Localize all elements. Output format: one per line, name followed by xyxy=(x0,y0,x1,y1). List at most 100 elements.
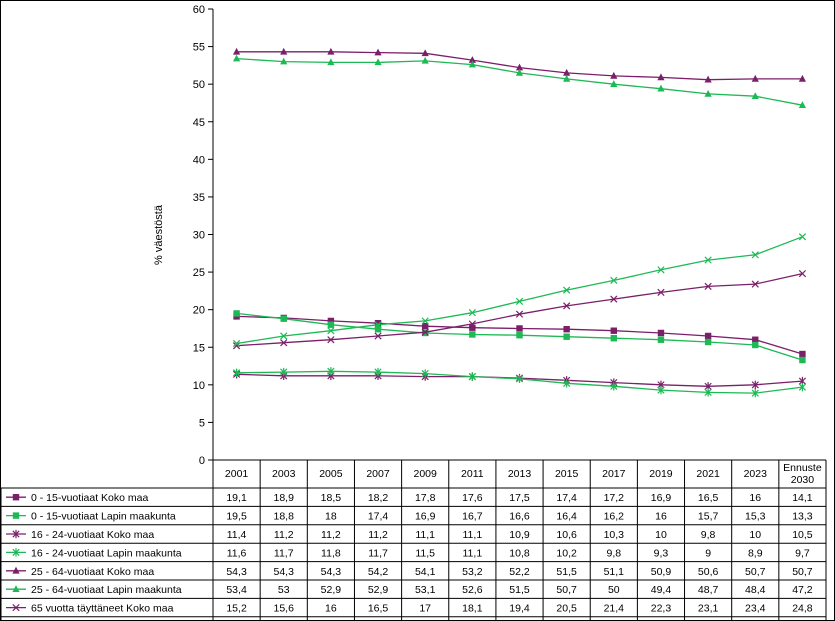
data-label: 19,5 xyxy=(226,511,247,523)
data-point xyxy=(280,332,288,340)
data-point xyxy=(374,58,382,66)
data-point xyxy=(515,297,524,306)
data-point xyxy=(280,57,288,65)
data-label: 15,6 xyxy=(274,603,295,615)
data-point xyxy=(752,336,759,343)
data-label: 53,4 xyxy=(226,584,247,596)
data-label: 11,2 xyxy=(368,529,388,541)
data-label: 18,2 xyxy=(368,492,389,504)
data-label: 52,6 xyxy=(462,584,483,596)
data-point xyxy=(657,84,665,92)
table-row: 25 - 64-vuotiaat Koko maa 54,3 54,3 54,3 54,… xyxy=(6,566,813,578)
y-tick-label: 30 xyxy=(193,230,205,242)
data-label: 14,1 xyxy=(792,492,813,504)
data-point xyxy=(516,332,523,339)
data-point xyxy=(563,286,571,294)
data-table: 2001 2003 2005 2007 2009 2011 2013 2015 2017 2019… xyxy=(0,459,827,621)
table-row: 65 vuotta täyttäneet Koko maa 15,2 15,6 16 1… xyxy=(6,603,813,615)
y-tick-label: 20 xyxy=(193,305,205,317)
data-label: 19,4 xyxy=(509,603,530,615)
data-point xyxy=(516,325,523,332)
data-point xyxy=(327,321,335,328)
data-point xyxy=(327,327,335,335)
data-label: 16,2 xyxy=(604,511,625,523)
marker-stroke xyxy=(421,328,429,336)
category-label: 2013 xyxy=(508,468,532,480)
data-label: 15,2 xyxy=(226,603,247,615)
data-label: 54,1 xyxy=(415,566,436,578)
data-label: 51,5 xyxy=(509,584,530,596)
data-label: 54,2 xyxy=(368,566,389,578)
data-label: 20,5 xyxy=(556,603,577,615)
data-label: 52,9 xyxy=(368,584,389,596)
data-label: 9 xyxy=(705,547,711,559)
table-row: 16 - 24-vuotiaat Lapin maakunta 11,6 11,7 1… xyxy=(6,547,810,559)
data-label: 17,6 xyxy=(462,492,483,504)
data-point xyxy=(327,336,335,344)
data-label: 16,6 xyxy=(509,511,530,523)
data-label: 17,2 xyxy=(604,492,625,504)
marker-stroke xyxy=(515,297,524,306)
data-point xyxy=(280,47,288,55)
data-point xyxy=(515,63,524,71)
y-tick-label: 25 xyxy=(193,267,205,279)
series-6 xyxy=(232,269,807,350)
data-point xyxy=(610,71,618,79)
data-point xyxy=(374,367,382,377)
data-point xyxy=(468,320,476,328)
data-point xyxy=(657,329,665,337)
data-label: 15,7 xyxy=(698,511,719,523)
series-name: 65 vuotta täyttäneet Koko maa xyxy=(31,603,174,615)
data-label: 9,3 xyxy=(654,547,669,559)
category-label: 2001 xyxy=(225,468,249,480)
data-label: 13,3 xyxy=(792,511,813,523)
data-point xyxy=(374,48,382,56)
data-label: 48,4 xyxy=(745,584,766,596)
marker-stroke xyxy=(657,288,665,297)
data-label: 17,4 xyxy=(556,492,577,504)
data-label: 10 xyxy=(655,529,667,541)
series-name: 0 - 15-vuotiaat Lapin maakunta xyxy=(31,511,176,523)
data-label: 16 xyxy=(749,492,761,504)
data-point xyxy=(280,367,288,377)
data-point xyxy=(657,73,665,81)
series-name: 25 - 64-vuotiaat Koko maa xyxy=(31,566,154,578)
data-point xyxy=(751,388,759,398)
data-point xyxy=(563,379,571,388)
data-label: 10,6 xyxy=(556,529,577,541)
data-point xyxy=(232,54,241,62)
data-label: 48,7 xyxy=(698,584,719,596)
data-point xyxy=(704,89,712,97)
series-4 xyxy=(232,47,807,83)
data-label: 10,8 xyxy=(509,547,530,559)
data-label: 23,1 xyxy=(698,603,719,615)
data-point xyxy=(468,56,476,63)
data-label: 11,2 xyxy=(274,529,294,541)
category-label: 2021 xyxy=(696,468,720,480)
category-label: Ennuste xyxy=(783,462,822,474)
data-label: 21,4 xyxy=(604,603,625,615)
data-point xyxy=(327,317,335,325)
data-point xyxy=(12,494,20,501)
data-label: 11,5 xyxy=(415,547,435,559)
data-label: 51,5 xyxy=(556,566,577,578)
data-point xyxy=(469,331,476,338)
marker-stroke xyxy=(327,327,335,335)
data-point xyxy=(610,382,618,391)
data-point xyxy=(563,68,571,76)
data-label: 9,8 xyxy=(701,529,716,541)
data-point xyxy=(469,324,476,331)
data-label: 16,7 xyxy=(462,511,483,523)
data-label: 52,2 xyxy=(509,566,530,578)
category-label: 2005 xyxy=(319,468,343,480)
data-point xyxy=(563,333,570,340)
data-label: 16,4 xyxy=(556,511,577,523)
y-tick-label: 15 xyxy=(193,342,205,354)
data-label: 54,3 xyxy=(226,566,247,578)
data-point xyxy=(232,47,241,55)
data-point xyxy=(374,332,382,340)
data-point xyxy=(12,512,20,519)
data-label: 9,8 xyxy=(607,547,622,559)
data-point xyxy=(515,374,524,384)
data-point xyxy=(327,47,335,55)
